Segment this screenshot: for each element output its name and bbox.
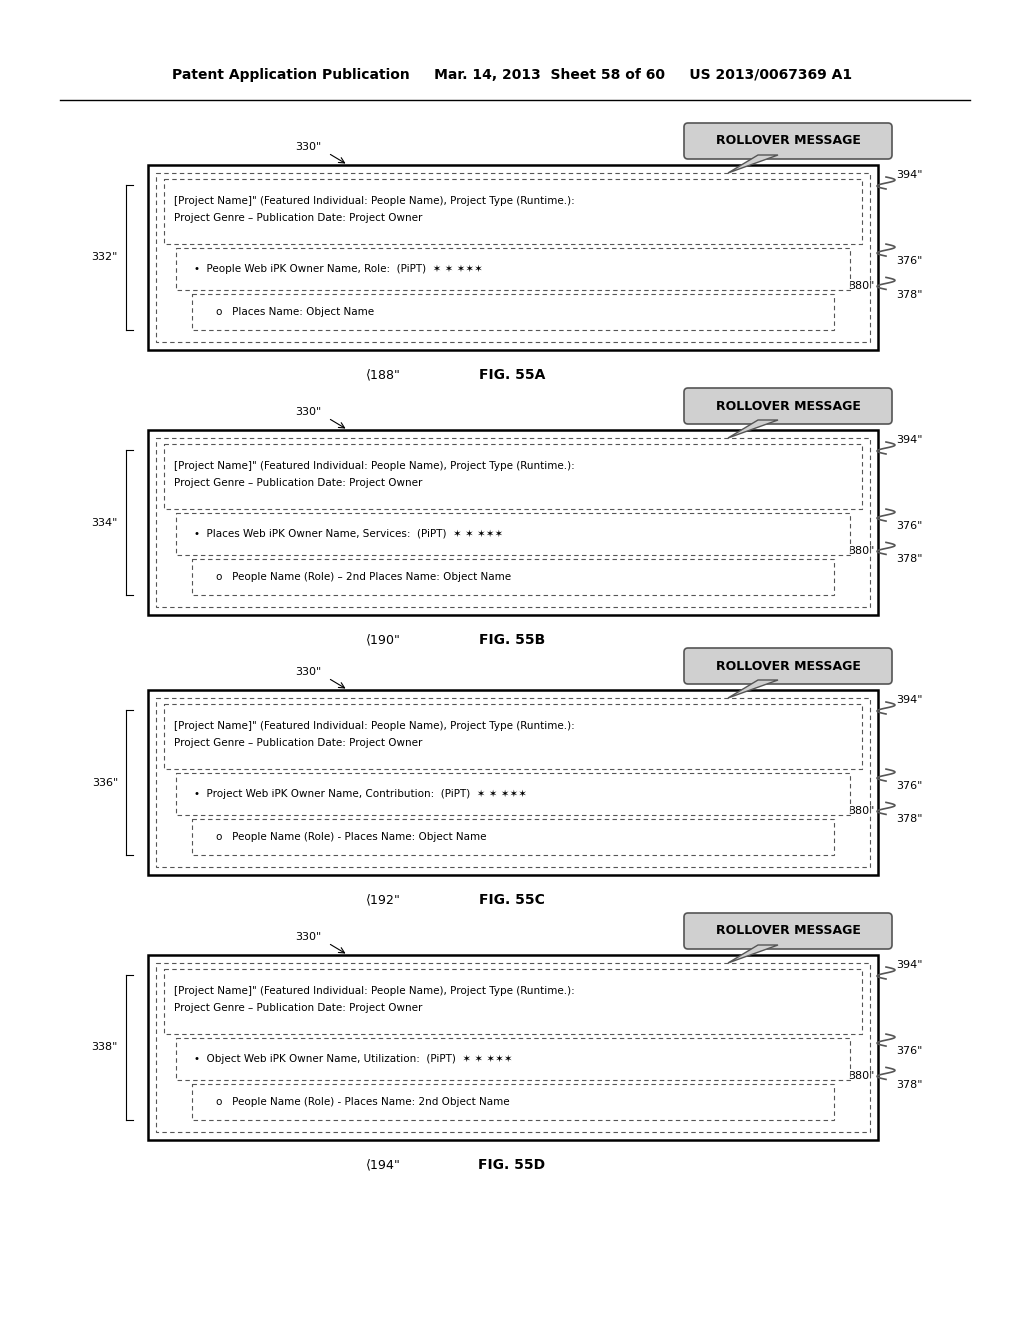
Text: ROLLOVER MESSAGE: ROLLOVER MESSAGE xyxy=(716,924,860,937)
Text: 380": 380" xyxy=(848,807,874,816)
Text: 394": 394" xyxy=(896,170,923,180)
FancyBboxPatch shape xyxy=(684,388,892,424)
Text: Project Genre – Publication Date: Project Owner: Project Genre – Publication Date: Projec… xyxy=(174,213,422,223)
Text: o   People Name (Role) - Places Name: 2nd Object Name: o People Name (Role) - Places Name: 2nd … xyxy=(216,1097,510,1107)
Text: 376": 376" xyxy=(896,781,923,791)
Text: ROLLOVER MESSAGE: ROLLOVER MESSAGE xyxy=(716,400,860,412)
Text: 378": 378" xyxy=(896,1080,923,1089)
Text: 394": 394" xyxy=(896,436,923,445)
Text: 394": 394" xyxy=(896,696,923,705)
Text: FIG. 55B: FIG. 55B xyxy=(479,634,545,647)
Text: [Project Name]" (Featured Individual: People Name), Project Type (Runtime.):: [Project Name]" (Featured Individual: Pe… xyxy=(174,461,574,471)
FancyBboxPatch shape xyxy=(684,123,892,158)
Text: 376": 376" xyxy=(896,256,923,267)
Text: Patent Application Publication     Mar. 14, 2013  Sheet 58 of 60     US 2013/006: Patent Application Publication Mar. 14, … xyxy=(172,69,852,82)
Text: Project Genre – Publication Date: Project Owner: Project Genre – Publication Date: Projec… xyxy=(174,738,422,748)
Text: •  Object Web iPK Owner Name, Utilization:  (PiPT)  ✶ ✶ ✶✶✶: • Object Web iPK Owner Name, Utilization… xyxy=(194,1053,513,1064)
Polygon shape xyxy=(728,680,778,698)
Text: 380": 380" xyxy=(848,281,874,290)
Polygon shape xyxy=(728,420,778,438)
Text: 394": 394" xyxy=(896,960,923,970)
Text: ROLLOVER MESSAGE: ROLLOVER MESSAGE xyxy=(716,135,860,148)
Text: 332": 332" xyxy=(91,252,118,263)
Text: 376": 376" xyxy=(896,521,923,531)
Text: ROLLOVER MESSAGE: ROLLOVER MESSAGE xyxy=(716,660,860,672)
Text: $\langle$190": $\langle$190" xyxy=(365,632,400,648)
Text: 376": 376" xyxy=(896,1047,923,1056)
Text: 338": 338" xyxy=(91,1043,118,1052)
Text: 380": 380" xyxy=(848,1071,874,1081)
Text: 336": 336" xyxy=(92,777,118,788)
Text: Project Genre – Publication Date: Project Owner: Project Genre – Publication Date: Projec… xyxy=(174,478,422,488)
Text: 330": 330" xyxy=(295,667,322,677)
Text: o   People Name (Role) - Places Name: Object Name: o People Name (Role) - Places Name: Obje… xyxy=(216,832,486,842)
Text: Project Genre – Publication Date: Project Owner: Project Genre – Publication Date: Projec… xyxy=(174,1003,422,1012)
Text: •  Project Web iPK Owner Name, Contribution:  (PiPT)  ✶ ✶ ✶✶✶: • Project Web iPK Owner Name, Contributi… xyxy=(194,789,527,799)
Text: •  Places Web iPK Owner Name, Services:  (PiPT)  ✶ ✶ ✶✶✶: • Places Web iPK Owner Name, Services: (… xyxy=(194,529,503,539)
Text: •  People Web iPK Owner Name, Role:  (PiPT)  ✶ ✶ ✶✶✶: • People Web iPK Owner Name, Role: (PiPT… xyxy=(194,264,483,275)
Text: 334": 334" xyxy=(91,517,118,528)
Text: [Project Name]" (Featured Individual: People Name), Project Type (Runtime.):: [Project Name]" (Featured Individual: Pe… xyxy=(174,195,574,206)
Text: o   People Name (Role) – 2nd Places Name: Object Name: o People Name (Role) – 2nd Places Name: … xyxy=(216,572,511,582)
Text: 378": 378" xyxy=(896,554,923,565)
Text: o   Places Name: Object Name: o Places Name: Object Name xyxy=(216,308,374,317)
Text: [Project Name]" (Featured Individual: People Name), Project Type (Runtime.):: [Project Name]" (Featured Individual: Pe… xyxy=(174,721,574,731)
Text: FIG. 55D: FIG. 55D xyxy=(478,1158,546,1172)
Text: 330": 330" xyxy=(295,407,322,417)
Text: 330": 330" xyxy=(295,143,322,152)
Text: [Project Name]" (Featured Individual: People Name), Project Type (Runtime.):: [Project Name]" (Featured Individual: Pe… xyxy=(174,986,574,997)
FancyBboxPatch shape xyxy=(684,913,892,949)
FancyBboxPatch shape xyxy=(684,648,892,684)
Text: 380": 380" xyxy=(848,546,874,556)
Text: $\langle$188": $\langle$188" xyxy=(365,367,400,383)
Polygon shape xyxy=(728,154,778,173)
Text: 378": 378" xyxy=(896,289,923,300)
Text: 330": 330" xyxy=(295,932,322,942)
Text: $\langle$192": $\langle$192" xyxy=(365,892,400,908)
Text: FIG. 55A: FIG. 55A xyxy=(479,368,545,381)
Text: 378": 378" xyxy=(896,814,923,825)
Text: $\langle$194": $\langle$194" xyxy=(365,1158,400,1172)
Text: FIG. 55C: FIG. 55C xyxy=(479,894,545,907)
Polygon shape xyxy=(728,945,778,964)
